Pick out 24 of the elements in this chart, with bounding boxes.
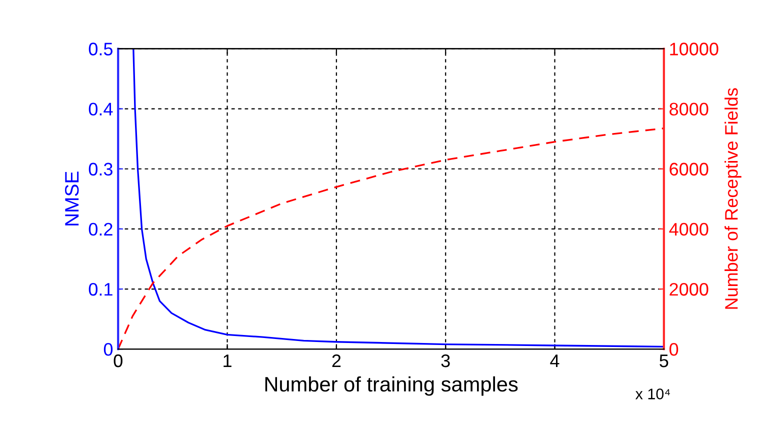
x-tick-label: 2 [332, 354, 341, 368]
line-series [118, 127, 664, 350]
x-tick-label: 4 [550, 354, 560, 368]
y-tick-label: 0.2 [88, 222, 112, 236]
y2-tick-label: 6000 [670, 162, 708, 176]
text: x 10⁴ [635, 388, 670, 400]
y-tick-label: 0 [104, 343, 113, 356]
y-tick-label: 0.5 [88, 42, 112, 56]
y2-tick-label: 2000 [670, 282, 708, 296]
y-tick-label: 0.1 [88, 282, 112, 296]
y2-tick-label: 10000 [670, 42, 718, 56]
y-tick-label: 0.4 [88, 102, 113, 116]
y2-tick-label: 8000 [670, 102, 708, 116]
x-tick-label: 5 [660, 354, 668, 368]
x-tick-label: 3 [441, 354, 450, 368]
x-tick-label: 0 [114, 354, 122, 368]
x-tick-label: 1 [224, 354, 232, 368]
y2-tick-label: 0 [669, 343, 678, 356]
y-tick-label: 0.3 [88, 162, 112, 176]
y2-axis-title: Number of Receptive Fields [724, 88, 742, 309]
x-axis-title: Number of training samples [265, 376, 518, 396]
y2-tick-label: 4000 [669, 222, 708, 236]
y-axis-title: NMSE [64, 172, 79, 226]
line-series [132, 48, 664, 348]
